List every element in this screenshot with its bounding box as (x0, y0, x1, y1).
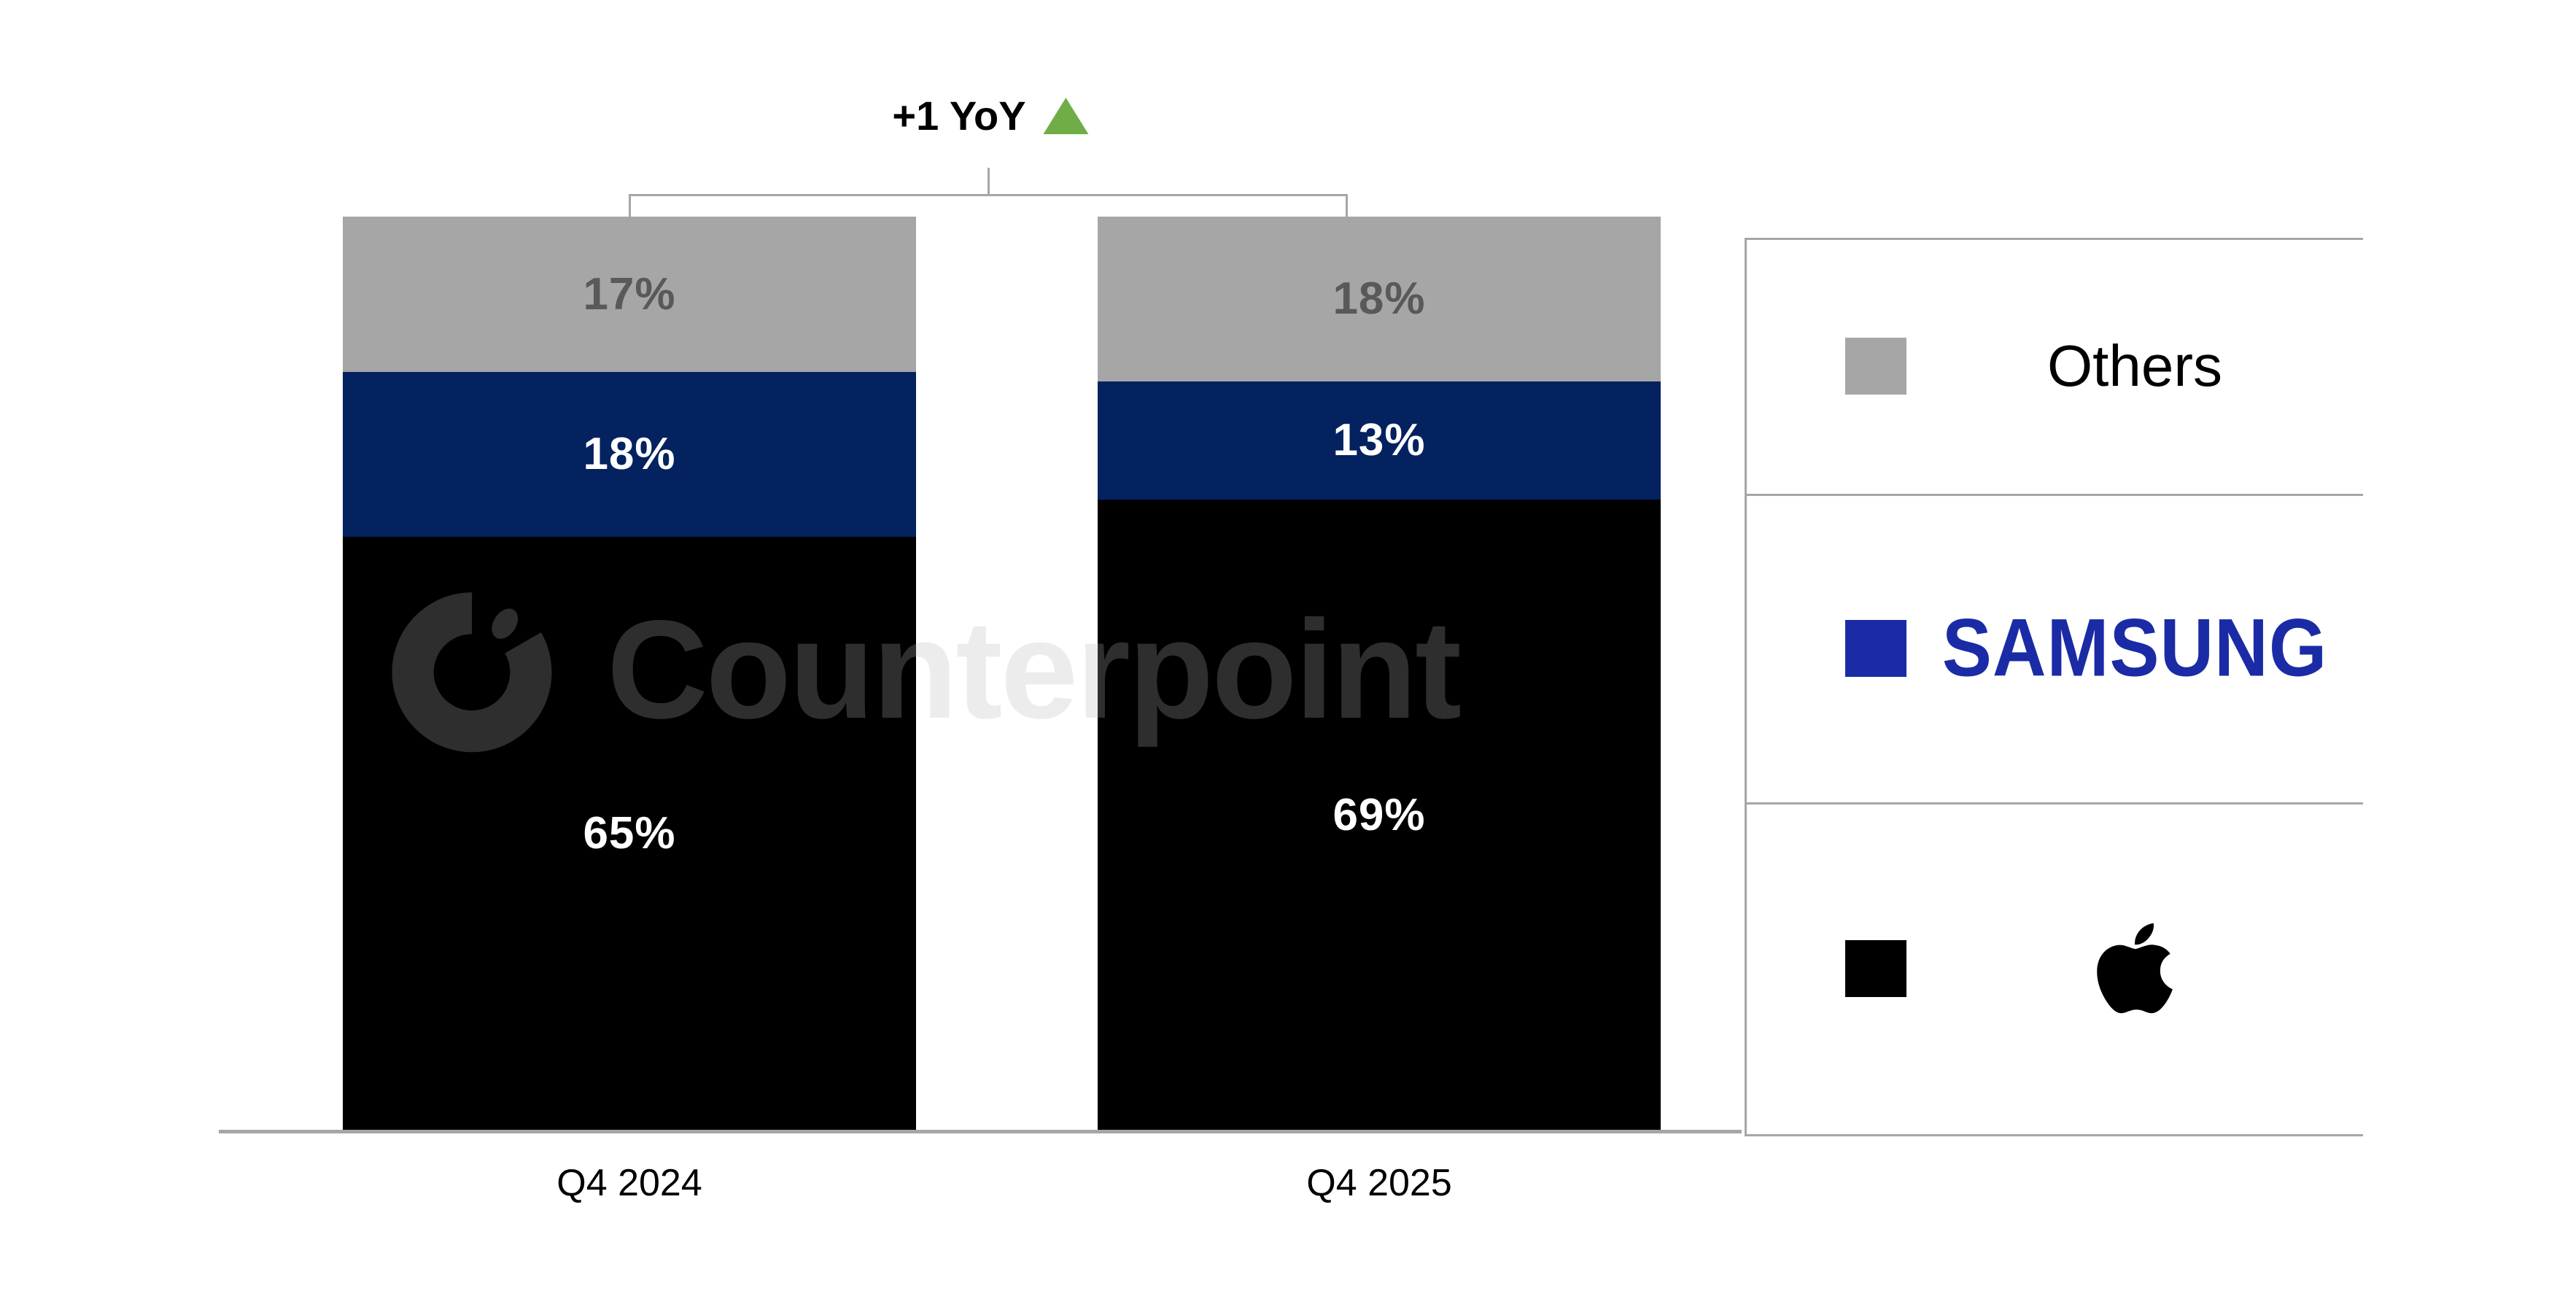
yoy-bracket-left-drop (629, 194, 631, 217)
apple-logo-icon (2097, 923, 2173, 1014)
legend-row-apple (1745, 802, 2363, 1134)
yoy-annotation: +1 YoY (892, 92, 1089, 139)
legend-label-others: Others (2047, 333, 2223, 398)
yoy-bracket-center-tick (988, 168, 990, 194)
bar-segment-others: 18% (1098, 217, 1661, 381)
legend-label-area: Others (1906, 333, 2363, 400)
bar-segment-others: 17% (343, 217, 916, 372)
bar-segment-value-label: 69% (1332, 790, 1426, 841)
bar-segment-samsung: 18% (343, 372, 916, 537)
legend-row-divider (1745, 494, 2363, 496)
x-axis-label-q4-2024: Q4 2024 (556, 1162, 702, 1204)
bar-segment-apple: 65% (343, 536, 916, 1131)
yoy-bracket-right-drop (1346, 194, 1348, 217)
legend-row-samsung: SAMSUNG (1745, 494, 2363, 802)
legend-swatch-samsung (1845, 619, 1906, 677)
x-axis-label-q4-2025: Q4 2025 (1306, 1162, 1452, 1204)
bar-segment-value-label: 18% (1332, 274, 1426, 325)
legend-row-others: Others (1745, 238, 2363, 494)
bar-segment-apple: 69% (1098, 500, 1661, 1131)
green-up-triangle-icon (1043, 97, 1089, 134)
samsung-logo-wordmark: SAMSUNG (1941, 602, 2328, 694)
x-axis-line (219, 1130, 1742, 1133)
bar-segment-value-label: 65% (583, 808, 676, 859)
legend-label-area (1906, 917, 2363, 1020)
bar-segment-value-label: 17% (583, 269, 676, 319)
legend-swatch-others (1845, 337, 1906, 395)
yoy-annotation-text: +1 YoY (892, 93, 1026, 139)
bar-segment-samsung: 13% (1098, 381, 1661, 500)
legend-row-divider (1745, 802, 2363, 804)
yoy-bracket-horizontal-line (629, 194, 1348, 196)
bar-segment-value-label: 13% (1332, 415, 1426, 466)
stacked-bar-q4-2025: 18% 13% 69% (1098, 217, 1661, 1131)
bar-segment-value-label: 18% (583, 429, 676, 480)
legend-label-area: SAMSUNG (1906, 602, 2363, 693)
legend-box-top-border (1745, 238, 2363, 240)
legend-box-left-border (1745, 238, 1747, 1136)
legend-swatch-apple (1845, 939, 1906, 997)
legend-box-bottom-border (1745, 1134, 2363, 1136)
stacked-bar-q4-2024: 17% 18% 65% (343, 217, 916, 1131)
